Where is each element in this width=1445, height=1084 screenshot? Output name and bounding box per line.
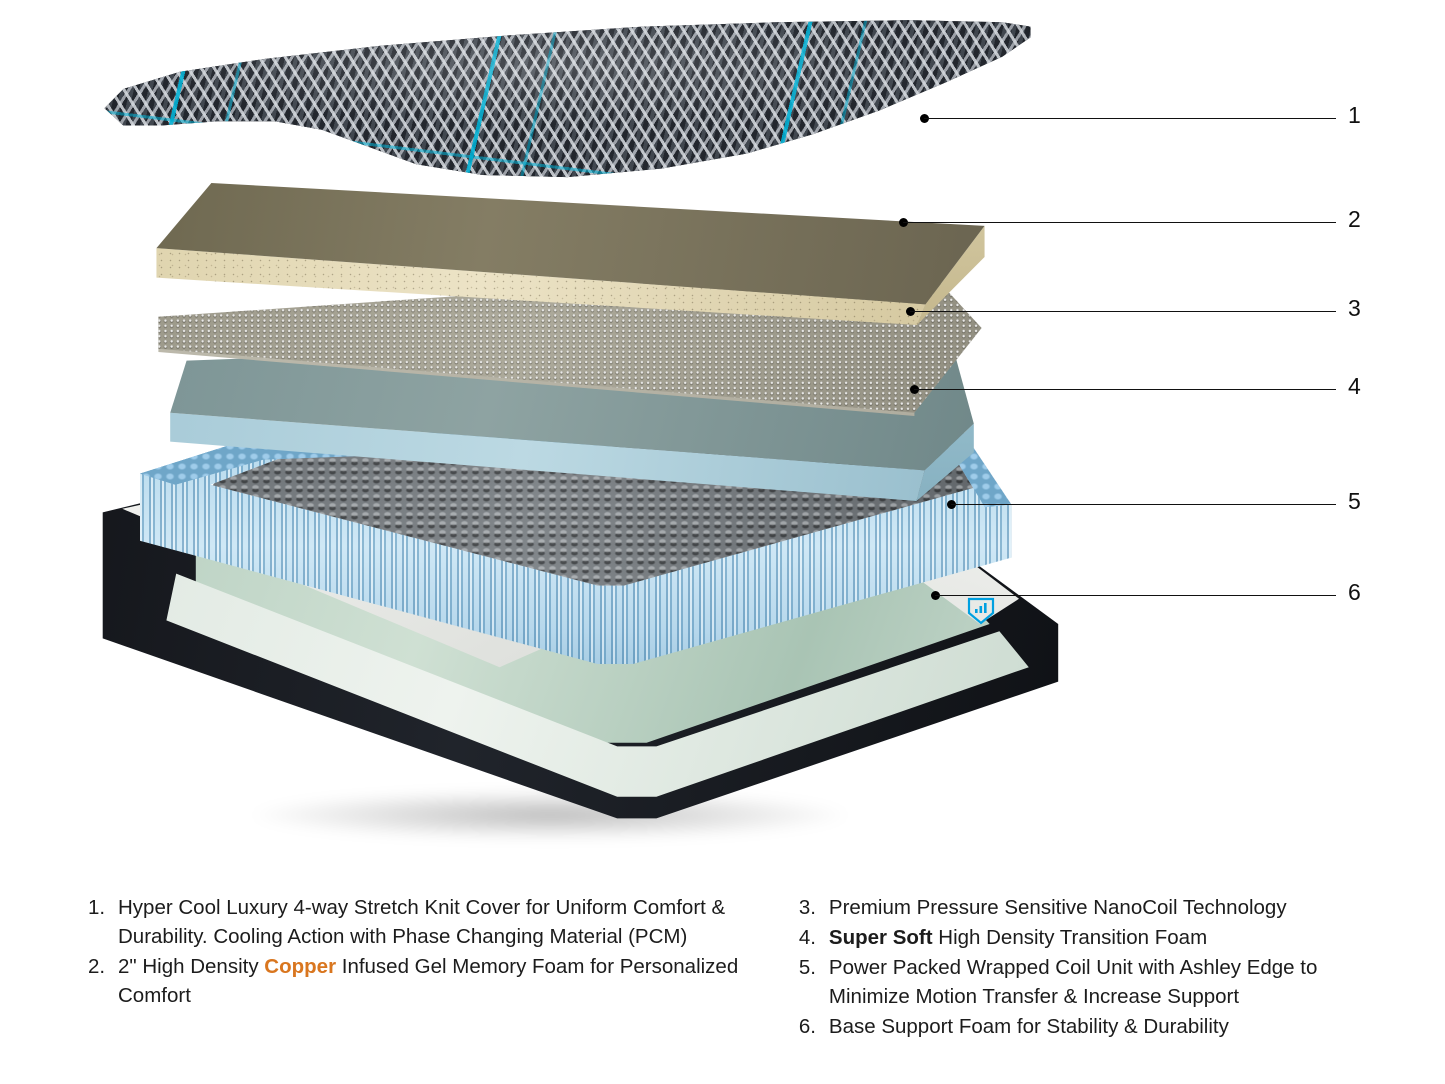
legend-item-number: 3.	[798, 896, 817, 919]
legend-column-left: 1. Hyper Cool Luxury 4-way Stretch Knit C…	[88, 893, 781, 1083]
legend-item-number: 5.	[798, 956, 817, 979]
callout-1-line	[924, 117, 1336, 119]
legend-item-text: Hyper Cool Luxury 4-way Stretch Knit Cov…	[118, 896, 726, 948]
knit-cover-highlight	[104, 20, 1031, 178]
callout-6-number: 6	[1348, 579, 1361, 605]
legend-item: 6. Base Support Foam for Stability & Dura…	[799, 1012, 1375, 1041]
legend-item: 2. 2" High Density Copper Infused Gel Mem…	[88, 952, 781, 1010]
callout-4-number: 4	[1348, 373, 1361, 399]
layer-knit-cover	[95, 18, 1040, 233]
legend-item: 4. Super Soft High Density Transition Foa…	[799, 923, 1375, 952]
callout-5-line	[951, 503, 1336, 505]
callout-5-number: 5	[1348, 488, 1361, 514]
legend-item-number: 1.	[88, 896, 106, 919]
legend-item-text: Premium Pressure Sensitive NanoCoil Tech…	[828, 896, 1287, 919]
callout-2-number: 2	[1348, 206, 1361, 232]
legend-item-text: Base Support Foam for Stability & Durabi…	[828, 1015, 1229, 1038]
knit-cover-surface	[104, 20, 1031, 178]
legend-item-text: Power Packed Wrapped Coil Unit with Ashl…	[828, 956, 1318, 1008]
callout-1-number: 1	[1348, 102, 1361, 128]
callout-6-line	[935, 594, 1336, 596]
callout-3-number: 3	[1348, 295, 1361, 321]
legend-item: 5. Power Packed Wrapped Coil Unit with As…	[799, 953, 1375, 1011]
legend-item-text: Super Soft High Density Transition Foam	[828, 926, 1208, 949]
legend-item-number: 2.	[88, 955, 106, 978]
legend-column-right: 3. Premium Pressure Sensitive NanoCoil Te…	[781, 893, 1375, 1083]
callout-2-line	[903, 221, 1336, 223]
legend-copper-highlight: Copper	[264, 955, 337, 978]
ashley-edge-badge-icon	[965, 593, 999, 627]
mattress-exploded-diagram: 1 2 3 4 5 6	[95, 18, 1361, 850]
legend-item-text: 2" High Density Copper Infused Gel Memor…	[118, 955, 739, 1007]
legend-item-number: 4.	[798, 926, 817, 949]
callout-4-line	[914, 388, 1336, 390]
legend: 1. Hyper Cool Luxury 4-way Stretch Knit C…	[0, 893, 1445, 1083]
legend-item: 1. Hyper Cool Luxury 4-way Stretch Knit C…	[88, 893, 781, 951]
callout-3-line	[910, 310, 1336, 312]
legend-item: 3. Premium Pressure Sensitive NanoCoil Te…	[799, 893, 1375, 922]
knit-cover-fabric	[95, 18, 1040, 233]
legend-item-number: 6.	[798, 1015, 817, 1038]
